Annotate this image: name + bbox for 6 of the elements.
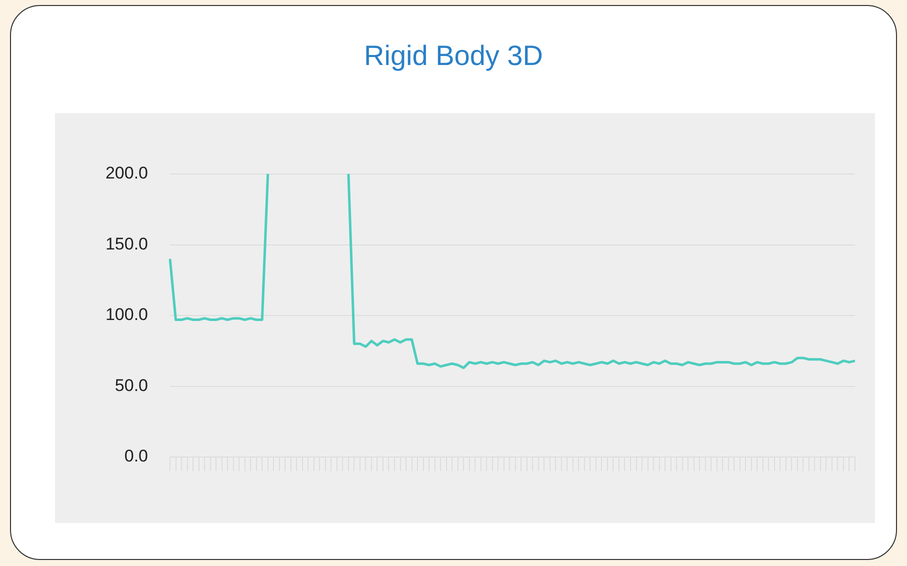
y-tick-label: 200.0 xyxy=(105,164,148,183)
y-tick-label: 150.0 xyxy=(105,234,148,254)
y-tick-label: 100.0 xyxy=(105,305,148,324)
chart-title: Rigid Body 3D xyxy=(363,40,544,72)
y-tick-label: 0.0 xyxy=(124,446,148,466)
y-tick-label: 50.0 xyxy=(114,376,148,395)
